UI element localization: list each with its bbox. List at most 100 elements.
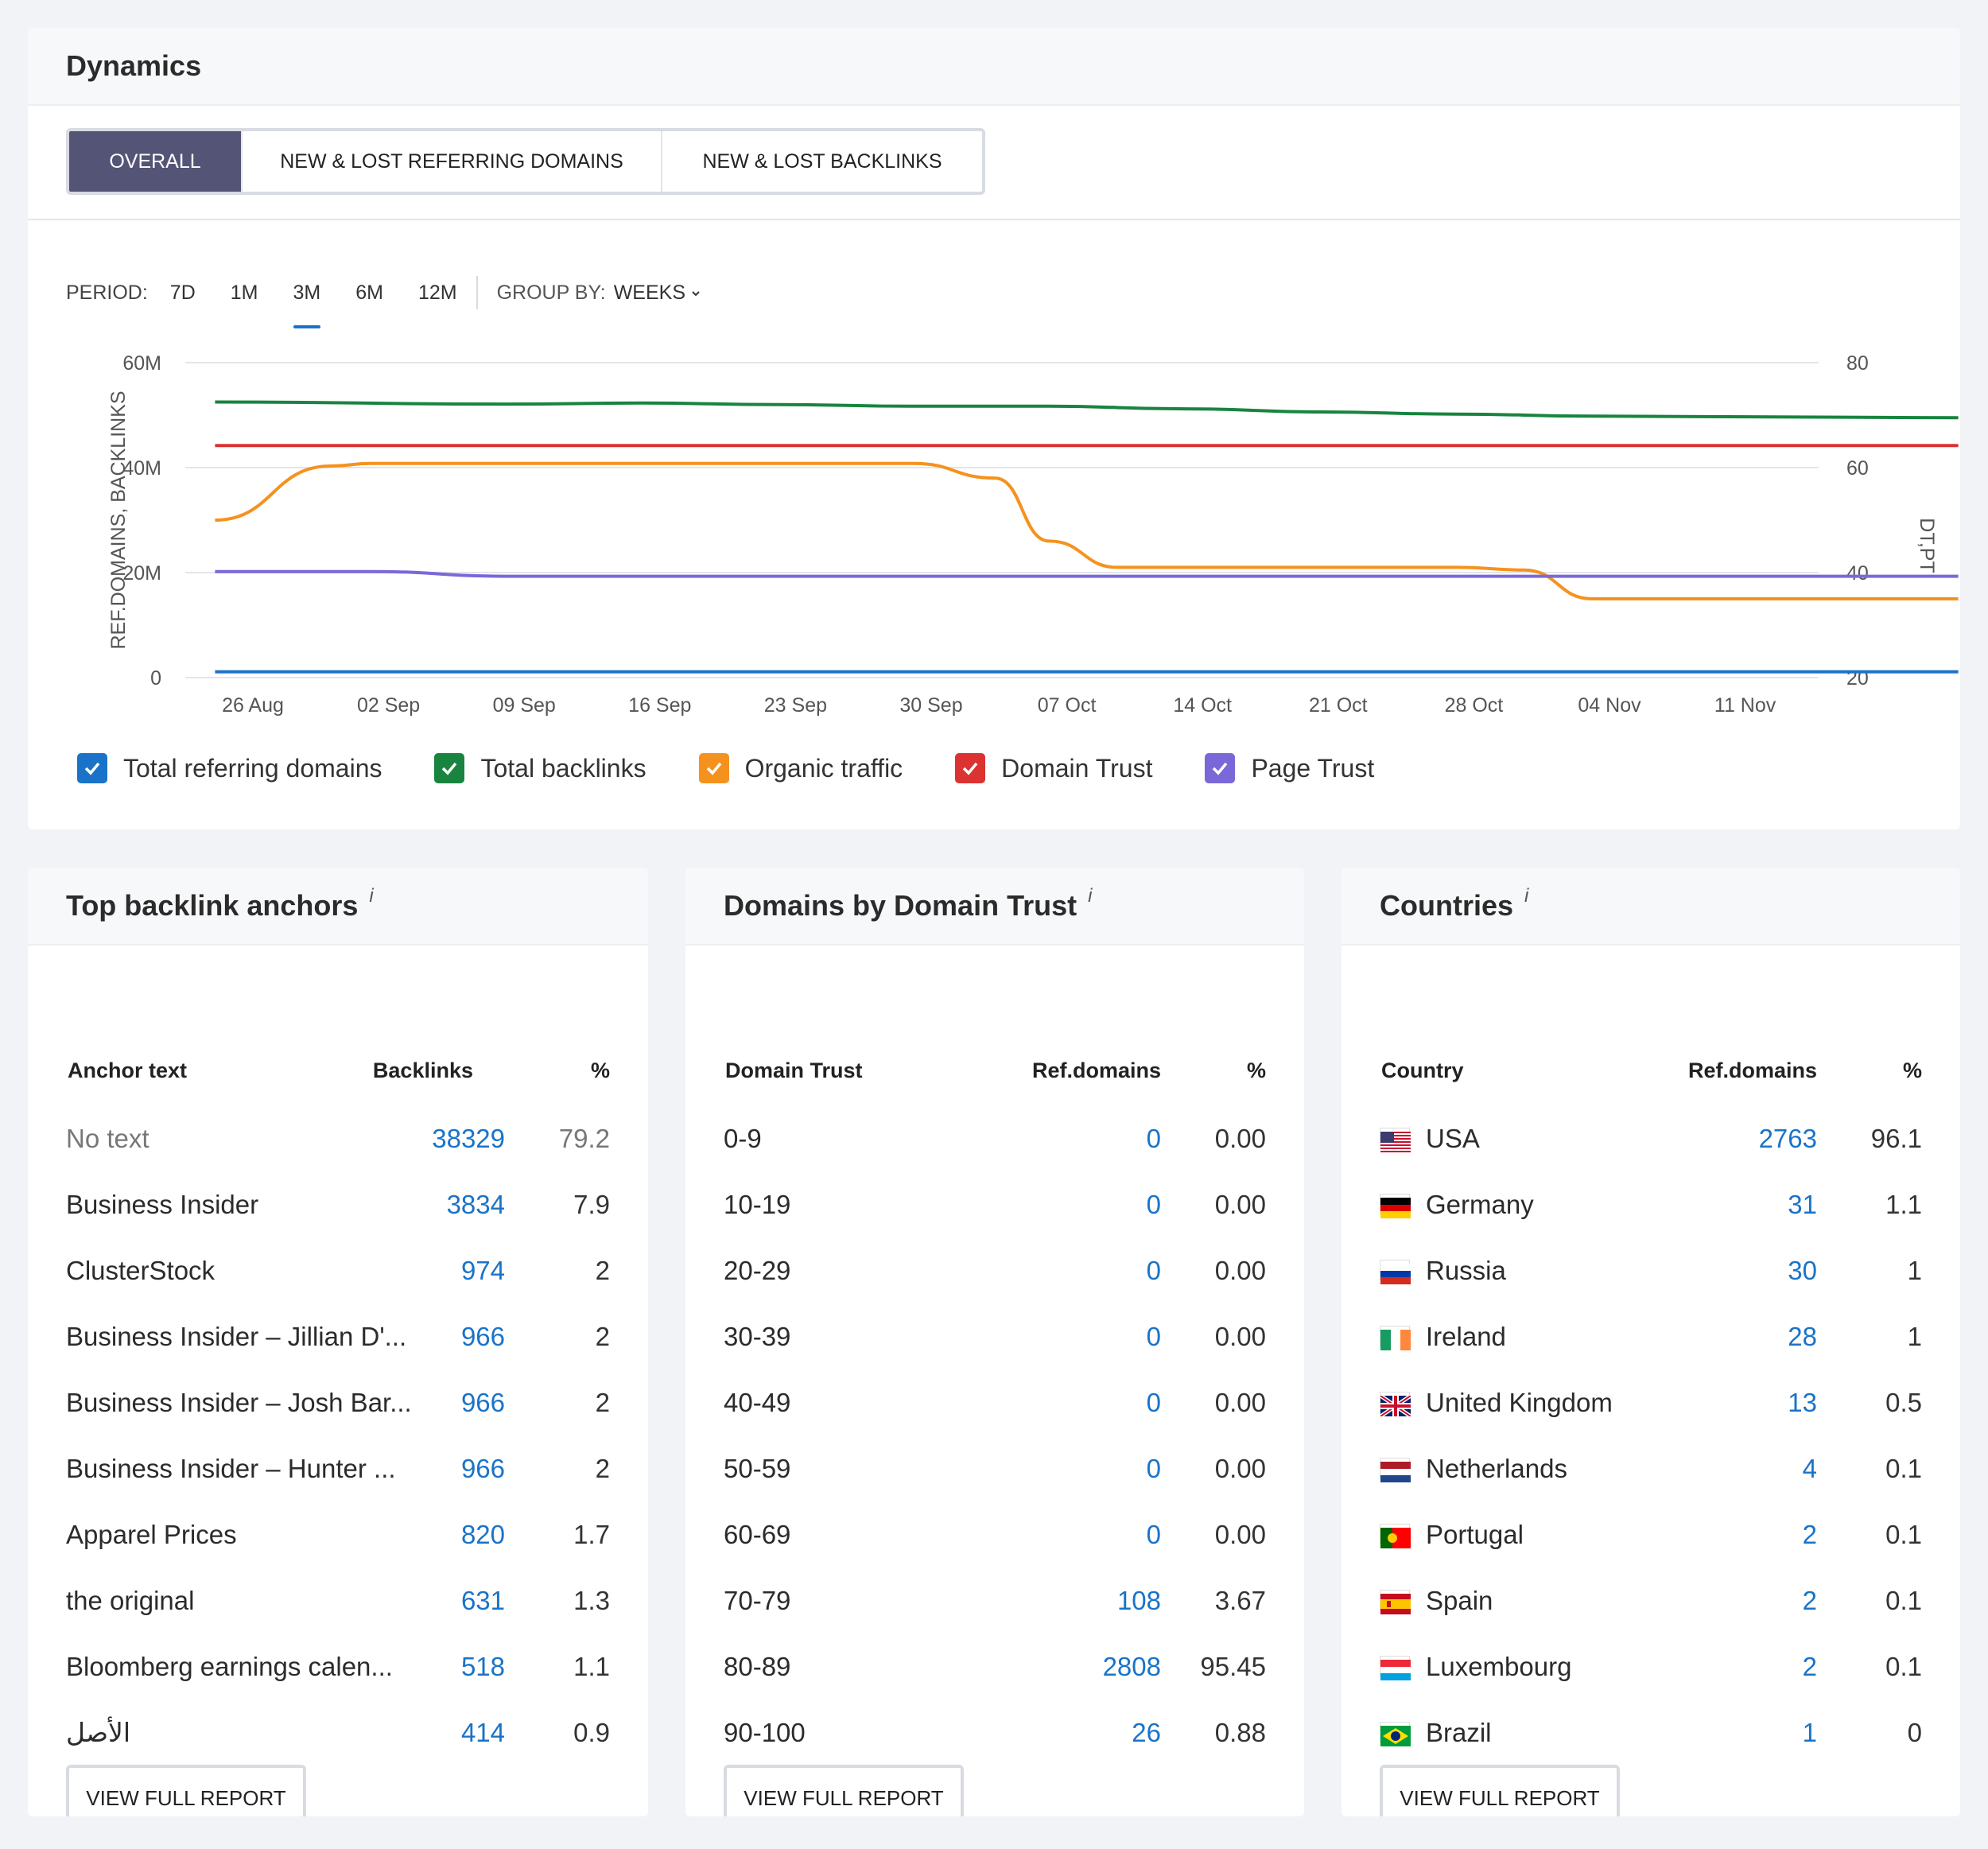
row-value-link[interactable]: 0 xyxy=(1146,1123,1161,1153)
series-line-page-trust xyxy=(215,569,1959,578)
row-label: 20-29 xyxy=(724,1256,790,1286)
row-value-link[interactable]: 0 xyxy=(1146,1387,1161,1417)
series-line-total-backlinks xyxy=(215,400,1959,420)
period-3m[interactable]: 3M xyxy=(293,281,321,328)
info-icon[interactable]: i xyxy=(1524,885,1529,907)
tab-new-lost-backlinks[interactable]: NEW & LOST BACKLINKS xyxy=(661,131,982,192)
row-value-link[interactable]: 820 xyxy=(460,1519,505,1549)
series-line-organic-traffic xyxy=(215,461,1959,601)
row-value-link[interactable]: 1 xyxy=(1802,1717,1817,1747)
row-value-link[interactable]: 0 xyxy=(1146,1189,1161,1219)
chevron-down-icon xyxy=(692,291,700,297)
row-value-link[interactable]: 2 xyxy=(1802,1519,1817,1549)
row-value-link[interactable]: 966 xyxy=(460,1387,505,1417)
row-label: Netherlands xyxy=(1380,1454,1567,1484)
row-label: Business Insider – Jillian D'... xyxy=(66,1322,406,1352)
period-7d[interactable]: 7D xyxy=(169,281,196,304)
tab-overall[interactable]: OVERALL xyxy=(69,131,241,192)
legend-domain-trust[interactable]: Domain Trust xyxy=(955,753,1152,783)
row-value-link[interactable]: 108 xyxy=(1116,1585,1161,1615)
row-value-link[interactable]: 2763 xyxy=(1758,1123,1817,1153)
x-tick-label: 21 Oct xyxy=(1309,694,1368,717)
row-value-link[interactable]: 2808 xyxy=(1102,1651,1161,1681)
countries-header: Countries i xyxy=(1342,868,1960,946)
period-12m[interactable]: 12M xyxy=(417,281,457,304)
col-header-percent: % xyxy=(1246,1059,1266,1082)
legend-total-referring-domains[interactable]: Total referring domains xyxy=(77,753,382,783)
row-label: Business Insider – Josh Bar... xyxy=(66,1388,412,1418)
col-header-country: Country xyxy=(1381,1059,1464,1082)
table-row: Germany 31 1.1 xyxy=(1380,1171,1922,1238)
dynamics-card: Dynamics OVERALL NEW & LOST REFERRING DO… xyxy=(28,28,1960,829)
y-right-axis-title: DT,PT xyxy=(1916,518,1938,573)
legend-page-trust[interactable]: Page Trust xyxy=(1205,753,1374,783)
row-value-link[interactable]: 966 xyxy=(460,1453,505,1483)
row-value-link[interactable]: 26 xyxy=(1132,1717,1161,1747)
row-value-link[interactable]: 0 xyxy=(1146,1255,1161,1285)
table-row: Netherlands 4 0.1 xyxy=(1380,1435,1922,1502)
row-percent: 0.00 xyxy=(1214,1321,1266,1351)
group-by-dropdown[interactable]: WEEKS xyxy=(614,282,701,305)
chart-legend: Total referring domains Total backlinks … xyxy=(77,753,1427,783)
row-value-link[interactable]: 30 xyxy=(1788,1255,1817,1285)
info-icon[interactable]: i xyxy=(1088,885,1093,907)
row-percent: 0.00 xyxy=(1214,1189,1266,1219)
tabs-row: OVERALL NEW & LOST REFERRING DOMAINS NEW… xyxy=(28,106,1960,220)
row-label: United Kingdom xyxy=(1379,1388,1613,1418)
table-row: Business Insider – Jillian D'... 966 2 xyxy=(66,1303,610,1370)
x-tick-label: 23 Sep xyxy=(764,694,827,717)
table-row: Bloomberg earnings calen... 518 1.1 xyxy=(66,1633,610,1700)
row-value-link[interactable]: 518 xyxy=(460,1651,505,1681)
table-row: No text 38329 79.2 xyxy=(66,1105,610,1172)
table-row: Portugal 2 0.1 xyxy=(1380,1501,1922,1568)
legend-label: Organic traffic xyxy=(744,753,903,783)
view-full-report-button[interactable]: VIEW FULL REPORT xyxy=(66,1765,306,1816)
col-header-percent: % xyxy=(590,1059,610,1082)
view-full-report-button[interactable]: VIEW FULL REPORT xyxy=(724,1765,964,1816)
row-label-text: the original xyxy=(66,1585,195,1615)
period-6m[interactable]: 6M xyxy=(355,281,383,304)
period-label: PERIOD: xyxy=(66,281,148,304)
row-value-link[interactable]: 2 xyxy=(1802,1651,1817,1681)
row-value-link[interactable]: 0 xyxy=(1146,1453,1161,1483)
row-value-link[interactable]: 631 xyxy=(460,1585,505,1615)
table-row: 70-79 108 3.67 xyxy=(724,1567,1266,1634)
group-by-label: GROUP BY: xyxy=(496,281,606,304)
period-1m[interactable]: 1M xyxy=(230,281,258,304)
row-value-link[interactable]: 966 xyxy=(460,1321,505,1351)
row-value-link[interactable]: 4 xyxy=(1802,1453,1817,1483)
row-label: Portugal xyxy=(1380,1520,1524,1550)
row-value-link[interactable]: 0 xyxy=(1146,1321,1161,1351)
x-tick-label: 26 Aug xyxy=(222,694,284,717)
row-label: Business Insider – Hunter ... xyxy=(66,1454,396,1484)
flag-ie-icon xyxy=(1380,1325,1411,1350)
tab-new-lost-referring-domains[interactable]: NEW & LOST REFERRING DOMAINS xyxy=(241,131,661,192)
view-full-report-button[interactable]: VIEW FULL REPORT xyxy=(1380,1765,1620,1816)
row-label: 80-89 xyxy=(724,1652,790,1682)
row-label: 40-49 xyxy=(724,1388,790,1418)
row-value-link[interactable]: 3834 xyxy=(446,1189,505,1219)
row-value-link[interactable]: 0 xyxy=(1146,1519,1161,1549)
row-label-text: USA xyxy=(1426,1123,1480,1153)
row-value-link[interactable]: 31 xyxy=(1788,1189,1817,1219)
info-icon[interactable]: i xyxy=(369,885,374,907)
row-value-link[interactable]: 28 xyxy=(1788,1321,1817,1351)
row-percent: 1 xyxy=(1907,1321,1922,1351)
row-label: 50-59 xyxy=(724,1454,790,1484)
row-label: Apparel Prices xyxy=(66,1520,237,1550)
row-label-text: 30-39 xyxy=(724,1321,791,1351)
row-value-link[interactable]: 414 xyxy=(460,1717,505,1747)
legend-organic-traffic[interactable]: Organic traffic xyxy=(698,753,903,783)
row-value-link[interactable]: 13 xyxy=(1788,1387,1817,1417)
row-label-text: 70-79 xyxy=(724,1585,791,1615)
row-value-link[interactable]: 2 xyxy=(1802,1585,1817,1615)
table-row: 0-9 0 0.00 xyxy=(724,1105,1266,1172)
row-label-text: Spain xyxy=(1426,1585,1493,1615)
y-left-tick-label: 20M xyxy=(122,562,161,585)
legend-total-backlinks[interactable]: Total backlinks xyxy=(434,753,646,783)
row-value-link[interactable]: 974 xyxy=(460,1255,505,1285)
row-percent: 2 xyxy=(595,1321,610,1351)
row-percent: 2 xyxy=(595,1453,610,1483)
row-label: No text xyxy=(66,1124,149,1154)
row-value-link[interactable]: 38329 xyxy=(432,1123,505,1153)
